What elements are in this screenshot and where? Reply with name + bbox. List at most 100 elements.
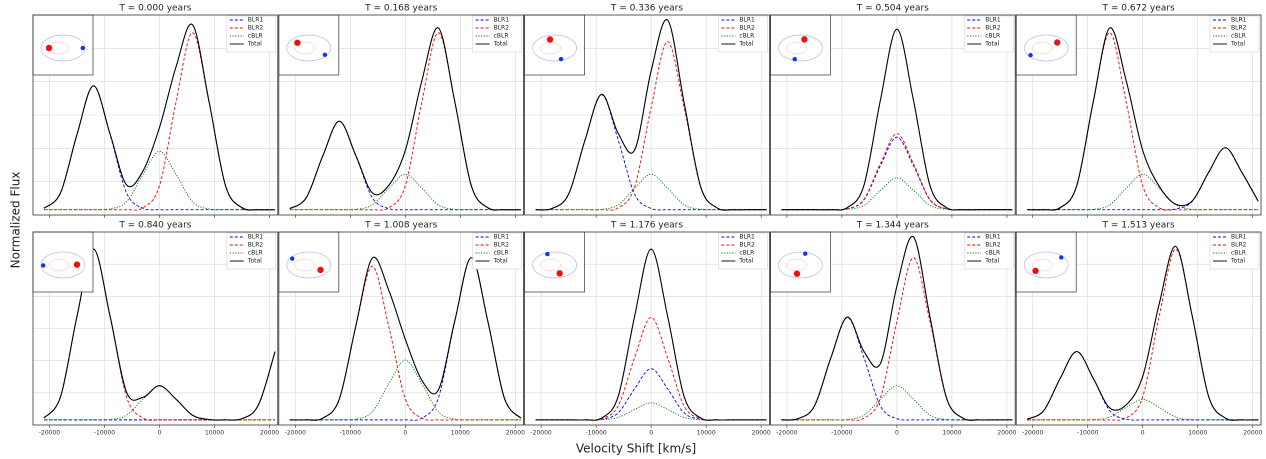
legend-label: cBLR [985, 33, 1000, 40]
legend-box [226, 15, 277, 53]
x-tick-label: -10000 [1077, 430, 1098, 437]
panel: T = 1.513 years -20000 -10000 0 10000 20000 BL… [1015, 221, 1262, 437]
orbit [1031, 258, 1053, 272]
x-tick-label: 20000 [752, 430, 771, 437]
series-line [43, 23, 276, 211]
legend-label: Total [738, 41, 753, 48]
x-tick-label: 10000 [942, 430, 961, 437]
x-tick-label: 10000 [205, 430, 224, 437]
series-line [289, 120, 521, 211]
legend-label: BLR2 [739, 25, 755, 32]
inset [278, 231, 340, 293]
legend-label: BLR2 [494, 242, 510, 249]
legend-label: cBLR [739, 250, 754, 257]
panel: T = 1.176 years -20000 -10000 0 10000 20000 BL… [524, 221, 771, 437]
legend-label: BLR2 [985, 25, 1001, 32]
x-tick-label: 20000 [506, 430, 525, 437]
orbit [1023, 251, 1069, 279]
panel-title: T = 0.672 years [1102, 4, 1175, 14]
orbit [294, 41, 316, 55]
legend-label: BLR1 [248, 234, 264, 241]
inset [524, 14, 585, 76]
panel-title: T = 1.513 years [1102, 221, 1175, 231]
legend-label: Total [247, 41, 262, 48]
secondary-body [1028, 52, 1033, 58]
legend-box [718, 232, 768, 270]
legend-box [1209, 232, 1260, 270]
x-tick-label: 0 [403, 430, 407, 437]
legend-label: BLR1 [494, 17, 510, 24]
plot-frame [524, 14, 770, 216]
series-line [781, 385, 1013, 421]
orbit [540, 258, 561, 272]
legend-label: Total [493, 258, 508, 265]
inset [32, 231, 94, 293]
legend-box [718, 15, 768, 53]
secondary-body [80, 45, 86, 51]
y-axis-label: Normalized Flux [9, 172, 23, 269]
plot-frame [32, 14, 279, 216]
series-line [781, 28, 1013, 211]
x-tick-label: 10000 [451, 430, 470, 437]
legend-label: cBLR [1231, 250, 1246, 257]
legend-label: cBLR [739, 33, 754, 40]
panel: T = 0.840 years -20000 -10000 0 10000 20000 BL… [32, 221, 279, 437]
series-line [1027, 27, 1259, 211]
primary-body [1032, 267, 1039, 275]
legend-label: Total [984, 258, 999, 265]
panel-title: T = 0.840 years [118, 221, 191, 231]
series-line [781, 236, 1013, 421]
panel-title: T = 0.504 years [856, 4, 929, 14]
secondary-body [803, 251, 808, 256]
legend-label: cBLR [985, 250, 1000, 257]
orbit [40, 251, 86, 279]
legend-label: Total [1230, 258, 1245, 265]
orbit [294, 258, 316, 272]
series-line [1027, 173, 1259, 211]
series-line [44, 150, 276, 211]
series-line [289, 256, 522, 421]
x-tick-label: -20000 [530, 430, 551, 437]
primary-body [45, 44, 53, 52]
orbit [1031, 41, 1053, 55]
plot-frame [1015, 231, 1262, 426]
x-tick-label: 10000 [697, 430, 716, 437]
series-line [289, 173, 521, 211]
legend-label: BLR1 [985, 17, 1001, 24]
panel: T = 1.008 years -20000 -10000 0 10000 20000 BL… [278, 221, 525, 437]
plot-frame [278, 231, 524, 426]
legend-box [963, 15, 1014, 53]
orbit [286, 34, 332, 62]
x-tick-label: -20000 [1022, 430, 1043, 437]
x-tick-label: 0 [649, 430, 653, 437]
panel-title: T = 1.008 years [364, 221, 437, 231]
panel-title: T = 0.168 years [364, 4, 437, 14]
secondary-body [792, 57, 797, 62]
secondary-body [322, 52, 328, 57]
x-tick-label: 20000 [1243, 430, 1262, 437]
legend-label: BLR1 [985, 234, 1001, 241]
legend-box [472, 232, 522, 270]
series-line [43, 248, 276, 421]
x-axis-label: Velocity Shift [km/s] [576, 442, 696, 456]
inset [770, 14, 831, 76]
orbit [286, 251, 332, 279]
series-line [1027, 398, 1259, 421]
x-tick-label: 0 [895, 430, 899, 437]
secondary-body [558, 56, 564, 62]
x-tick-label: -10000 [94, 430, 115, 437]
plot-frame [32, 231, 279, 426]
legend-box [963, 232, 1014, 270]
legend-label: cBLR [1231, 33, 1246, 40]
orbit [786, 41, 807, 55]
inset [1015, 14, 1077, 76]
legend-label: BLR1 [739, 234, 755, 241]
primary-body [801, 36, 808, 43]
legend-box [226, 232, 277, 270]
legend-label: Total [247, 258, 262, 265]
